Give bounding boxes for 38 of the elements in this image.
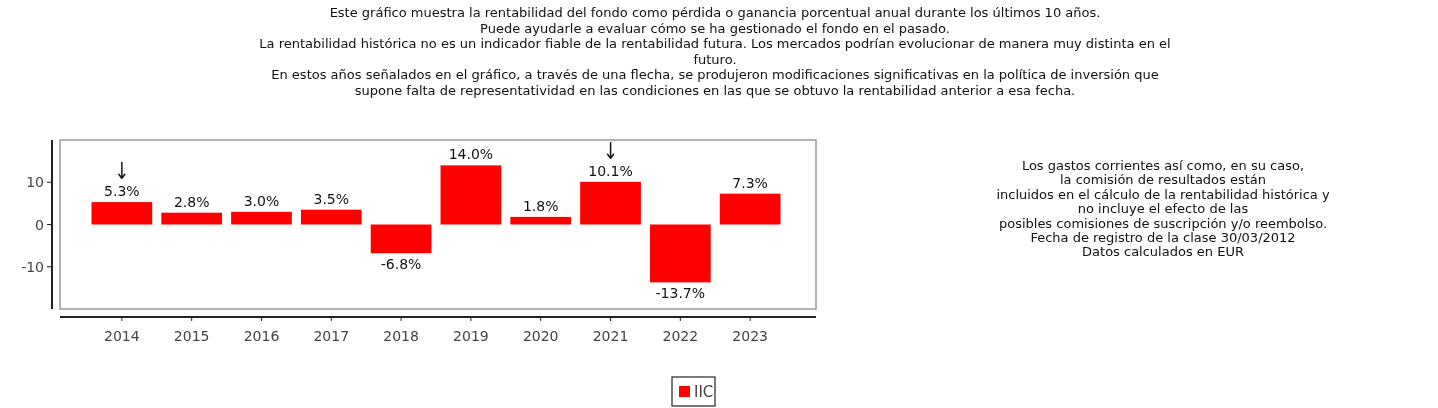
text: Los gastos corrientes así como, en su caso, la comisión de resultados están incluidos en el cálculo de la rentabilidad histórica y no incluye el efecto de las posibles comisiones de suscripción y/o reembolso. Fecha de registro de la clase 30/03/2012 Datos calculados en EUR [996, 158, 1330, 260]
x-tick-label: 2019 [453, 328, 489, 344]
legend-label: IIC [694, 383, 714, 401]
data-label: 14.0% [448, 146, 494, 163]
annotation: ↓ [602, 137, 619, 165]
bar [91, 202, 153, 225]
bar [440, 165, 502, 225]
data-label: 3.0% [243, 192, 280, 209]
annotation: ↓ [114, 157, 130, 185]
data-label: 3.5% [313, 190, 350, 207]
bar [580, 181, 641, 225]
bar [370, 224, 432, 254]
y-tick-label: 10 [26, 174, 44, 191]
y-tick-label: -10 [21, 258, 44, 275]
x-tick-label: 2021 [592, 328, 629, 344]
data-label: 5.3% [104, 183, 140, 200]
y-tick-label: 0 [35, 216, 44, 233]
bar [719, 193, 781, 225]
x-tick-label: 2020 [522, 328, 559, 344]
data-label: 1.8% [522, 197, 559, 214]
bar [510, 216, 572, 225]
data-label: -6.8% [380, 256, 422, 273]
chart-title: Este gráfico muestra la rentabilidad del fondo como pérdida o ganancia porcentual anual durante los últimos 10 años. Puede ayudarle a evaluar cómo se ha gestionado el fondo en el pasado. La rentabilidad histórica no es un indicador fiable de la rentabilidad futura. Los mercados podrían evolucionar de manera muy distinta en el futuro. En estos años señalados en el gráfico, a través de una flecha, se produjeron modificaciones significativas en la política de inversión que supone falta de representatividad en las condiciones en las que se obtuvo la rentabilidad anterior a esa fecha. [259, 5, 1171, 98]
x-tick-label: 2023 [732, 328, 768, 344]
data-label: 7.3% [732, 174, 768, 191]
x-tick-label: 2015 [173, 328, 210, 344]
data-label: 10.1% [588, 162, 633, 179]
data-label: -13.7% [655, 285, 706, 302]
bar [231, 211, 292, 225]
data-label: 2.8% [173, 193, 210, 210]
x-tick-label: 2017 [313, 328, 350, 344]
bar [300, 209, 362, 225]
x-tick-label: 2022 [662, 328, 699, 344]
bar [649, 224, 711, 283]
x-tick-label: 2014 [104, 328, 140, 344]
x-tick-label: 2018 [383, 328, 419, 344]
x-tick-label: 2016 [243, 328, 280, 344]
bar [161, 212, 223, 225]
